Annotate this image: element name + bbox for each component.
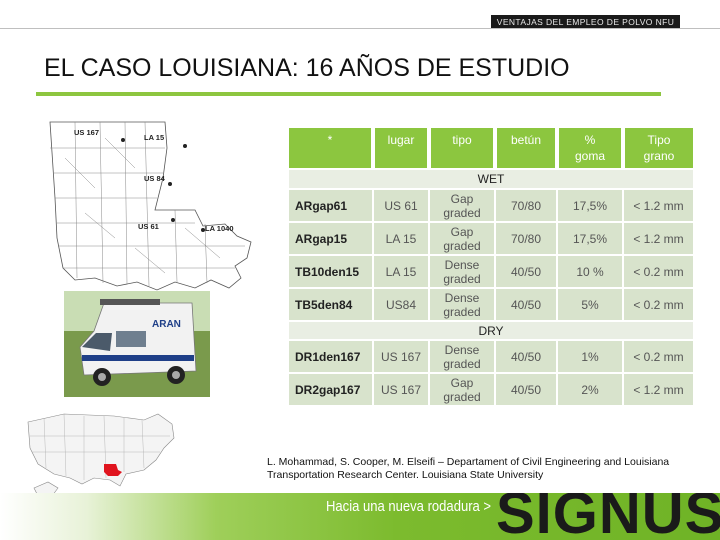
cell-mix: DR2gap167 bbox=[289, 373, 374, 407]
table-row: ARgap61 US 61 Gap graded 70/80 17,5% < 1.2 mm bbox=[289, 189, 693, 223]
section-tag: VENTAJAS DEL EMPLEO DE POLVO NFU bbox=[491, 15, 680, 29]
table-row: DR2gap167 US 167 Gap graded 40/50 2% < 1.2 mm bbox=[289, 373, 693, 407]
cell-goma: 2% bbox=[557, 373, 624, 407]
map-label-la15: LA 15 bbox=[144, 133, 164, 142]
cell-goma: 5% bbox=[557, 288, 624, 322]
table-section-row: WET bbox=[289, 170, 693, 190]
map-label-us84: US 84 bbox=[144, 174, 166, 183]
cell-grano: < 1.2 mm bbox=[623, 373, 693, 407]
cell-betun: 40/50 bbox=[495, 288, 558, 322]
cell-tipo-line2: graded bbox=[443, 304, 481, 319]
signus-logo: SIGNUS bbox=[496, 493, 720, 540]
louisiana-outline bbox=[49, 121, 252, 291]
cell-lugar: LA 15 bbox=[373, 255, 430, 289]
header-tipo-grano: Tipo grano bbox=[623, 128, 693, 168]
cell-grano: < 0.2 mm bbox=[623, 255, 693, 289]
map-label-la1040: LA 1040 bbox=[205, 224, 234, 233]
section-label: WET bbox=[289, 170, 693, 190]
cell-betun: 40/50 bbox=[495, 255, 558, 289]
cell-tipo: Gap graded bbox=[429, 222, 496, 256]
header-betun: betún bbox=[495, 128, 559, 168]
cell-tipo-line2: graded bbox=[443, 271, 481, 286]
cell-lugar: US 167 bbox=[373, 373, 430, 407]
cell-goma: 1% bbox=[557, 340, 624, 374]
header-asterisk: * bbox=[289, 128, 375, 168]
cell-mix: TB5den84 bbox=[289, 288, 374, 322]
cell-tipo: Gap graded bbox=[429, 373, 496, 407]
louisiana-map: US 167 LA 15 US 84 US 61 LA 1040 bbox=[49, 121, 252, 291]
cell-betun: 70/80 bbox=[495, 222, 558, 256]
table-row: TB5den84 US84 Dense graded 40/50 5% < 0.2 mm bbox=[289, 288, 693, 322]
cell-tipo: Dense graded bbox=[429, 340, 496, 374]
site-marker-us84 bbox=[168, 182, 172, 186]
cell-goma: 17,5% bbox=[557, 222, 624, 256]
cell-mix: ARgap61 bbox=[289, 189, 374, 223]
map-label-us167: US 167 bbox=[74, 128, 99, 137]
van-logo-text: ARAN bbox=[152, 319, 181, 330]
cell-tipo-line2: graded bbox=[443, 356, 481, 371]
cell-mix: TB10den15 bbox=[289, 255, 374, 289]
cell-tipo: Dense graded bbox=[429, 288, 496, 322]
cell-tipo-line2: graded bbox=[443, 205, 481, 220]
cell-grano: < 1.2 mm bbox=[623, 222, 693, 256]
cell-lugar: LA 15 bbox=[373, 222, 430, 256]
table-row: DR1den167 US 167 Dense graded 40/50 1% < 0.2 m… bbox=[289, 340, 693, 374]
cell-grano: < 0.2 mm bbox=[623, 288, 693, 322]
footer-band: Hacia una nueva rodadura > SIGNUS bbox=[0, 493, 720, 540]
cell-mix: DR1den167 bbox=[289, 340, 374, 374]
cell-goma: 10 % bbox=[557, 255, 624, 289]
site-marker-us61 bbox=[171, 218, 175, 222]
cell-lugar: US84 bbox=[373, 288, 430, 322]
cell-grano: < 1.2 mm bbox=[623, 189, 693, 223]
cell-tipo-line1: Dense bbox=[444, 290, 480, 305]
header-tipo: tipo bbox=[429, 128, 497, 168]
site-marker-la1040 bbox=[201, 228, 205, 232]
cell-goma: 17,5% bbox=[557, 189, 624, 223]
section-label: DRY bbox=[289, 321, 693, 341]
cell-betun: 40/50 bbox=[495, 373, 558, 407]
cell-tipo-line1: Dense bbox=[444, 342, 480, 357]
map-label-us61: US 61 bbox=[138, 222, 159, 231]
cell-tipo-line1: Dense bbox=[444, 257, 480, 272]
cell-mix: ARgap15 bbox=[289, 222, 374, 256]
footer-tagline: Hacia una nueva rodadura > bbox=[326, 499, 492, 515]
louisiana-highlight bbox=[104, 464, 122, 476]
table-row: TB10den15 LA 15 Dense graded 40/50 10 % < 0.2 … bbox=[289, 255, 693, 289]
header-goma: % goma bbox=[557, 128, 625, 168]
cell-lugar: US 61 bbox=[373, 189, 430, 223]
cell-tipo: Gap graded bbox=[429, 189, 496, 223]
title-underline bbox=[36, 92, 661, 96]
cell-tipo-line2: graded bbox=[443, 389, 481, 404]
cell-tipo: Dense graded bbox=[429, 255, 496, 289]
cell-tipo-line1: Gap bbox=[450, 375, 474, 390]
cell-tipo-line1: Gap bbox=[450, 191, 474, 206]
survey-van-photo: ARAN bbox=[64, 291, 210, 397]
mix-comparison-table: * lugar tipo betún % goma Tipo grano WET AR… bbox=[289, 128, 693, 407]
slide-title: EL CASO LOUISIANA: 16 AÑOS DE ESTUDIO bbox=[44, 54, 570, 82]
source-citation: L. Mohammad, S. Cooper, M. Elseifi – Dep… bbox=[267, 456, 670, 481]
cell-betun: 70/80 bbox=[495, 189, 558, 223]
table-header-row: * lugar tipo betún % goma Tipo grano bbox=[289, 128, 693, 168]
table-section-row: DRY bbox=[289, 321, 693, 341]
header-divider bbox=[0, 28, 720, 29]
table-spacer bbox=[289, 168, 693, 170]
cell-betun: 40/50 bbox=[495, 340, 558, 374]
usa-outline bbox=[27, 413, 175, 487]
table-row: ARgap15 LA 15 Gap graded 70/80 17,5% < 1.2 mm bbox=[289, 222, 693, 256]
usa-map bbox=[27, 413, 175, 497]
cell-grano: < 0.2 mm bbox=[623, 340, 693, 374]
cell-tipo-line1: Gap bbox=[450, 224, 474, 239]
header-lugar: lugar bbox=[373, 128, 431, 168]
site-marker-us167 bbox=[121, 138, 125, 142]
site-marker-la15 bbox=[183, 144, 187, 148]
cell-tipo-line2: graded bbox=[443, 238, 481, 253]
cell-lugar: US 167 bbox=[373, 340, 430, 374]
